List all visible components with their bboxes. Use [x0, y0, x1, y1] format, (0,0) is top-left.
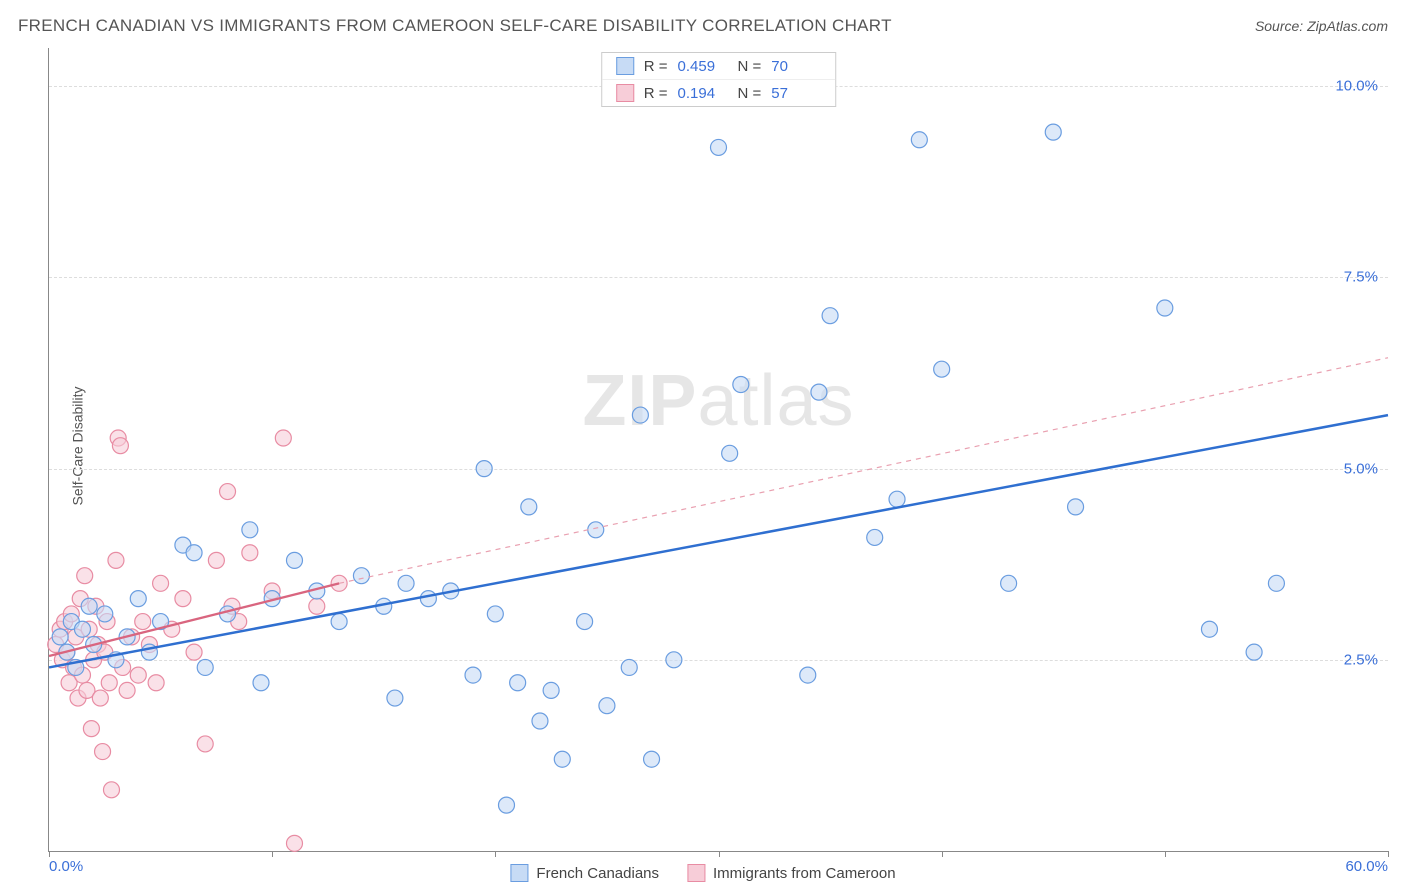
data-point [711, 139, 727, 155]
data-point [599, 698, 615, 714]
legend-item: French Canadians [510, 864, 659, 882]
data-point [420, 591, 436, 607]
n-label: N = [738, 58, 762, 75]
plot-layer [49, 48, 1388, 851]
series-swatch [510, 864, 528, 882]
data-point [197, 659, 213, 675]
series-legend: French Canadians Immigrants from Cameroo… [510, 864, 895, 882]
data-point [934, 361, 950, 377]
data-point [911, 132, 927, 148]
data-point [286, 835, 302, 851]
data-point [97, 606, 113, 622]
data-point [1201, 621, 1217, 637]
chart-source: Source: ZipAtlas.com [1255, 18, 1388, 34]
data-point [186, 644, 202, 660]
data-point [275, 430, 291, 446]
scatter-chart: ZIPatlas 2.5%5.0%7.5%10.0% R = 0.459 N =… [48, 48, 1388, 852]
data-point [1045, 124, 1061, 140]
legend-item: Immigrants from Cameroon [687, 864, 896, 882]
data-point [487, 606, 503, 622]
data-point [186, 545, 202, 561]
data-point [103, 782, 119, 798]
series-swatch [616, 57, 634, 75]
data-point [1268, 575, 1284, 591]
data-point [83, 721, 99, 737]
chart-header: FRENCH CANADIAN VS IMMIGRANTS FROM CAMER… [0, 0, 1406, 48]
data-point [465, 667, 481, 683]
data-point [130, 591, 146, 607]
data-point [822, 308, 838, 324]
data-point [253, 675, 269, 691]
r-label: R = [644, 58, 668, 75]
data-point [588, 522, 604, 538]
data-point [889, 491, 905, 507]
data-point [242, 545, 258, 561]
data-point [119, 682, 135, 698]
r-value: 0.194 [678, 85, 728, 102]
data-point [220, 606, 236, 622]
r-label: R = [644, 85, 668, 102]
x-axis-max-label: 60.0% [1345, 858, 1388, 875]
data-point [577, 614, 593, 630]
data-point [733, 376, 749, 392]
correlation-legend: R = 0.459 N = 70 R = 0.194 N = 57 [601, 52, 837, 107]
data-point [242, 522, 258, 538]
data-point [1001, 575, 1017, 591]
r-value: 0.459 [678, 58, 728, 75]
data-point [666, 652, 682, 668]
data-point [722, 445, 738, 461]
data-point [1068, 499, 1084, 515]
data-point [286, 552, 302, 568]
data-point [532, 713, 548, 729]
correlation-legend-row: R = 0.194 N = 57 [602, 79, 836, 106]
data-point [398, 575, 414, 591]
series-swatch [687, 864, 705, 882]
series-swatch [616, 84, 634, 102]
data-point [632, 407, 648, 423]
data-point [521, 499, 537, 515]
data-point [208, 552, 224, 568]
data-point [92, 690, 108, 706]
data-point [1246, 644, 1262, 660]
data-point [95, 744, 111, 760]
data-point [811, 384, 827, 400]
data-point [621, 659, 637, 675]
n-value: 70 [771, 58, 821, 75]
data-point [309, 598, 325, 614]
n-label: N = [738, 85, 762, 102]
data-point [77, 568, 93, 584]
data-point [331, 614, 347, 630]
data-point [387, 690, 403, 706]
data-point [543, 682, 559, 698]
data-point [52, 629, 68, 645]
data-point [197, 736, 213, 752]
legend-label: French Canadians [536, 865, 659, 882]
data-point [554, 751, 570, 767]
data-point [175, 591, 191, 607]
data-point [153, 575, 169, 591]
data-point [644, 751, 660, 767]
data-point [800, 667, 816, 683]
correlation-legend-row: R = 0.459 N = 70 [602, 53, 836, 79]
data-point [74, 621, 90, 637]
legend-label: Immigrants from Cameroon [713, 865, 896, 882]
data-point [498, 797, 514, 813]
data-point [220, 484, 236, 500]
data-point [130, 667, 146, 683]
data-point [101, 675, 117, 691]
n-value: 57 [771, 85, 821, 102]
x-axis-min-label: 0.0% [49, 858, 83, 875]
data-point [476, 461, 492, 477]
data-point [81, 598, 97, 614]
data-point [510, 675, 526, 691]
data-point [353, 568, 369, 584]
data-point [135, 614, 151, 630]
data-point [112, 438, 128, 454]
data-point [1157, 300, 1173, 316]
data-point [867, 529, 883, 545]
data-point [108, 552, 124, 568]
data-point [148, 675, 164, 691]
chart-title: FRENCH CANADIAN VS IMMIGRANTS FROM CAMER… [18, 16, 892, 36]
